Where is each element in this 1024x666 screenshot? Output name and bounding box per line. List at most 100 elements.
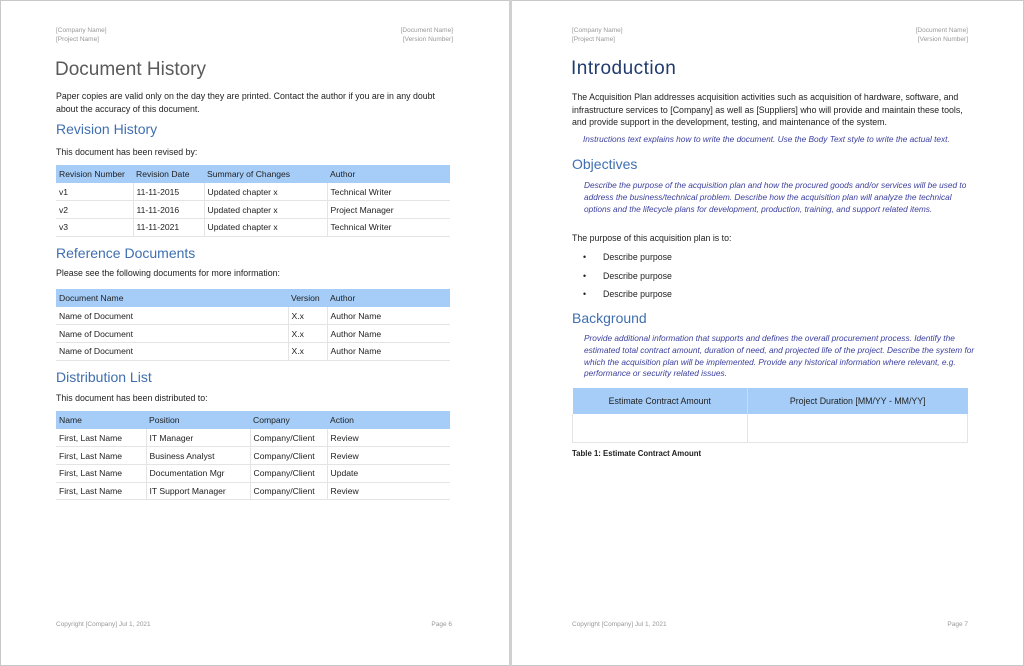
table-cell: Review (326, 482, 450, 501)
column-header: Company (250, 411, 327, 429)
table-cell: v2 (56, 200, 133, 219)
contract-table: Estimate Contract Amount Project Duration… (572, 388, 968, 443)
table-cell: Author Name (326, 324, 450, 343)
table-cell: Review (326, 446, 450, 465)
revision-text: This document has been revised by: (56, 147, 198, 157)
list-item: Describe purpose (572, 271, 672, 290)
footer-copyright: Copyright [Company] Jul 1, 2021 (572, 621, 667, 628)
table-row: First, Last Name Documentation Mgr Company… (56, 464, 450, 483)
distribution-table: Name Position Company Action First, Last Nam… (56, 411, 450, 501)
table-cell: Technical Writer (326, 218, 450, 237)
column-header: Author (327, 165, 450, 183)
purpose-list: Describe purpose Describe purpose Descri… (572, 252, 672, 308)
intro-text: The Acquisition Plan addresses acquisiti… (572, 92, 963, 127)
table-cell: IT Support Manager (145, 482, 250, 501)
table-row: v1 11-11-2015 Updated chapter x Technical W… (56, 183, 450, 202)
table-cell: v1 (56, 183, 133, 202)
footer-page-number: Page 6 (431, 621, 452, 628)
objectives-heading: Objectives (572, 156, 638, 172)
table-row: v3 11-11-2021 Updated chapter x Technical W… (56, 218, 450, 237)
version-number: [Version Number] (402, 36, 453, 43)
table-cell: Author Name (326, 342, 450, 361)
table-cell: Technical Writer (326, 183, 450, 202)
table-cell: Updated chapter x (203, 218, 327, 237)
table-cell: First, Last Name (56, 464, 146, 483)
page-title: Document History (55, 59, 206, 80)
table-cell: X.x (287, 342, 327, 361)
page-6: [Company Name] [Project Name] [Document N… (0, 0, 509, 666)
page-7: [Company Name] [Project Name] [Document N… (512, 0, 1023, 666)
project-name: [Project Name] (572, 36, 615, 43)
reference-text: Please see the following documents for m… (56, 268, 280, 278)
table-cell: First, Last Name (56, 446, 146, 465)
company-name: [Company Name] (572, 27, 623, 34)
table-row: First, Last Name Business Analyst Company/… (56, 446, 450, 465)
page-divider (509, 0, 512, 666)
table-cell: Company/Client (249, 482, 327, 501)
table-row: v2 11-11-2016 Updated chapter x Project Man… (56, 200, 450, 219)
table-cell: Name of Document (56, 342, 288, 361)
table-row: First, Last Name IT Support Manager Compan… (56, 482, 450, 501)
version-number: [Version Number] (917, 36, 968, 43)
table-cell: Update (326, 464, 450, 483)
column-header: Version (288, 289, 327, 307)
header-left: [Company Name] [Project Name] (56, 26, 107, 44)
table-cell: IT Manager (145, 429, 250, 448)
instructions-text: Instructions text explains how to write … (583, 134, 950, 144)
reference-heading: Reference Documents (56, 245, 196, 261)
revision-table: Revision Number Revision Date Summary of C… (56, 165, 450, 237)
table-cell: Name of Document (56, 307, 288, 326)
table-cell: Company/Client (249, 429, 327, 448)
table-header-row: Document Name Version Author (56, 289, 450, 307)
table-cell: Documentation Mgr (145, 464, 250, 483)
column-header: Document Name (56, 289, 288, 307)
footer-copyright: Copyright [Company] Jul 1, 2021 (56, 621, 151, 628)
table-row: Name of Document X.x Author Name (56, 342, 450, 361)
table-cell: Business Analyst (145, 446, 250, 465)
table-cell: v3 (56, 218, 133, 237)
table-cell: X.x (287, 307, 327, 326)
column-header: Author (327, 289, 450, 307)
table-cell: 11-11-2015 (132, 183, 204, 202)
intro-text: Paper copies are valid only on the day t… (56, 91, 435, 114)
document-name: [Document Name] (400, 27, 453, 34)
table-header-row: Name Position Company Action (56, 411, 450, 429)
background-instructions: Provide additional information that supp… (584, 333, 975, 379)
column-header: Summary of Changes (204, 165, 327, 183)
column-header: Position (146, 411, 250, 429)
objectives-text: The purpose of this acquisition plan is … (572, 233, 732, 243)
table-cell[interactable] (747, 414, 968, 443)
table-cell: Author Name (326, 307, 450, 326)
table-cell[interactable] (572, 414, 748, 443)
page-title: Introduction (571, 58, 677, 79)
revision-heading: Revision History (56, 121, 158, 137)
distribution-heading: Distribution List (56, 369, 152, 385)
table-cell: 11-11-2021 (132, 218, 204, 237)
list-item: Describe purpose (572, 252, 672, 271)
table-cell: Review (326, 429, 450, 448)
document-name: [Document Name] (915, 27, 968, 34)
company-name: [Company Name] (56, 27, 107, 34)
column-header: Project Duration [MM/YY - MM/YY] (747, 388, 968, 414)
table-cell: 11-11-2016 (132, 200, 204, 219)
table-cell: Updated chapter x (203, 183, 327, 202)
table-cell: Company/Client (249, 464, 327, 483)
header-right: [Document Name] [Version Number] (916, 26, 968, 44)
column-header: Revision Date (133, 165, 204, 183)
table-cell: X.x (287, 324, 327, 343)
reference-table: Document Name Version Author Name of Docume… (56, 289, 450, 361)
column-header: Action (327, 411, 450, 429)
header-right: [Document Name] [Version Number] (401, 26, 453, 44)
table-row: Name of Document X.x Author Name (56, 324, 450, 343)
column-header: Name (56, 411, 146, 429)
footer-page-number: Page 7 (947, 621, 968, 628)
table-cell: Updated chapter x (203, 200, 327, 219)
table-cell: Name of Document (56, 324, 288, 343)
table-caption: Table 1: Estimate Contract Amount (572, 449, 702, 458)
distribution-text: This document has been distributed to: (56, 393, 208, 403)
table-row: Name of Document X.x Author Name (56, 307, 450, 326)
list-item: Describe purpose (572, 289, 672, 308)
table-row: First, Last Name IT Manager Company/Client… (56, 429, 450, 448)
table-header-row: Revision Number Revision Date Summary of C… (56, 165, 450, 183)
table-cell: Company/Client (249, 446, 327, 465)
